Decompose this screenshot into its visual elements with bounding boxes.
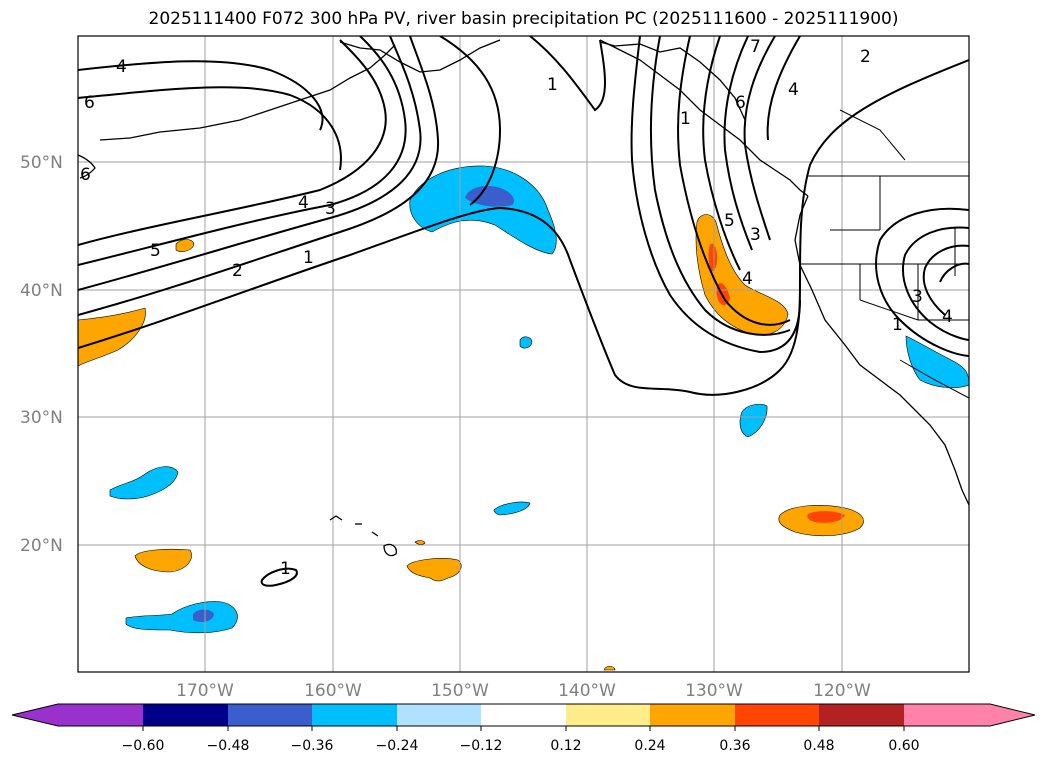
lat-label: 50°N xyxy=(20,153,63,173)
pv-contours xyxy=(78,36,969,587)
lat-label: 40°N xyxy=(20,281,63,301)
colorbar-tick-label: 0.36 xyxy=(719,738,750,754)
contour-label: 1 xyxy=(547,75,558,95)
colorbar-segment xyxy=(312,704,397,726)
colorbar-tick-label: −0.48 xyxy=(207,738,250,754)
precip-area-negative xyxy=(109,466,179,500)
colorbar-segment xyxy=(650,704,735,726)
contour-label: 4 xyxy=(116,57,127,77)
contour-label: 4 xyxy=(942,307,953,327)
contour-label: 6 xyxy=(80,165,91,185)
colorbar-segment xyxy=(481,704,566,726)
precip-shading xyxy=(78,165,969,671)
colorbar-tick-label: 0.48 xyxy=(803,738,834,754)
lat-label: 20°N xyxy=(20,536,63,556)
colorbar-segment xyxy=(58,704,143,726)
contour-label: 3 xyxy=(912,287,923,307)
colorbar-tick-label: 0.60 xyxy=(888,738,919,754)
lon-label: 160°W xyxy=(304,681,362,701)
lon-label: 140°W xyxy=(558,681,616,701)
colorbar-outline xyxy=(11,703,1036,727)
contour-label: 4 xyxy=(298,193,309,213)
contour-label: 1 xyxy=(303,248,314,268)
colorbar-tick-label: −0.60 xyxy=(122,738,165,754)
longitude-labels: 170°W 160°W 150°W 140°W 130°W 120°W xyxy=(176,681,871,701)
precip-area-strong-positive xyxy=(708,243,718,272)
colorbar-extend-low xyxy=(12,704,58,726)
contour-label: 1 xyxy=(892,315,903,335)
contour-label: 3 xyxy=(325,199,336,219)
lat-label: 30°N xyxy=(20,408,63,428)
coastlines xyxy=(78,39,969,557)
colorbar-tick-label: −0.24 xyxy=(376,738,419,754)
colorbar-segment xyxy=(228,704,312,726)
map-title: 2025111400 F072 300 hPa PV, river basin … xyxy=(148,9,899,29)
contour-labels: 4 6 6 5 4 3 2 1 1 1 7 6 4 2 5 3 4 3 4 1 … xyxy=(80,37,953,579)
contour-label: 6 xyxy=(735,93,746,113)
lon-label: 130°W xyxy=(685,681,743,701)
colorbar-segment xyxy=(904,704,990,726)
colorbar-segment xyxy=(566,704,650,726)
precip-area-negative xyxy=(519,336,533,349)
map-panel: 4 6 6 5 4 3 2 1 1 1 7 6 4 2 5 3 4 3 4 1 … xyxy=(78,36,969,672)
lon-label: 150°W xyxy=(431,681,489,701)
colorbar-ticks xyxy=(142,726,905,731)
colorbar-tick-label: −0.12 xyxy=(460,738,503,754)
precip-area-positive xyxy=(695,214,789,336)
colorbar: −0.60 −0.48 −0.36 −0.24 −0.12 0.12 0.24 … xyxy=(11,703,1036,754)
contour-label: 5 xyxy=(150,241,161,261)
colorbar-segment xyxy=(397,704,481,726)
precip-area-negative xyxy=(739,403,768,438)
precip-area-negative xyxy=(493,501,531,516)
map-frame xyxy=(77,35,970,673)
colorbar-segment xyxy=(819,704,904,726)
colorbar-tick-label: 0.24 xyxy=(634,738,665,754)
precip-area-positive xyxy=(414,540,426,545)
contour-label: 3 xyxy=(750,225,761,245)
contour-label: 4 xyxy=(788,80,799,100)
precip-area-negative xyxy=(905,335,969,389)
colorbar-segment xyxy=(735,704,819,726)
precip-area-positive xyxy=(406,558,462,582)
precip-area-strong-positive xyxy=(807,511,845,523)
graticule xyxy=(78,36,969,672)
precip-area-positive xyxy=(603,665,616,671)
contour-label: 1 xyxy=(680,109,691,129)
lon-label: 170°W xyxy=(176,681,234,701)
precip-area-negative xyxy=(125,601,238,634)
contour-label: 2 xyxy=(860,47,871,67)
latitude-labels: 50°N 40°N 30°N 20°N xyxy=(20,153,63,556)
contour-label: 5 xyxy=(724,211,735,231)
contour-label: 1 xyxy=(280,559,291,579)
colorbar-extend-high xyxy=(990,704,1035,726)
precip-area-positive xyxy=(134,548,192,573)
contour-label: 6 xyxy=(84,93,95,113)
contour-label: 7 xyxy=(750,37,761,57)
colorbar-tick-label: −0.36 xyxy=(291,738,334,754)
precip-area-strong-negative xyxy=(193,609,214,622)
contour-label: 4 xyxy=(742,269,753,289)
precip-area-strong-negative xyxy=(465,186,515,207)
colorbar-tick-label: 0.12 xyxy=(550,738,581,754)
colorbar-segment xyxy=(143,704,228,726)
contour-label: 2 xyxy=(232,261,243,281)
precip-area-positive xyxy=(175,239,195,252)
lon-label: 120°W xyxy=(813,681,871,701)
